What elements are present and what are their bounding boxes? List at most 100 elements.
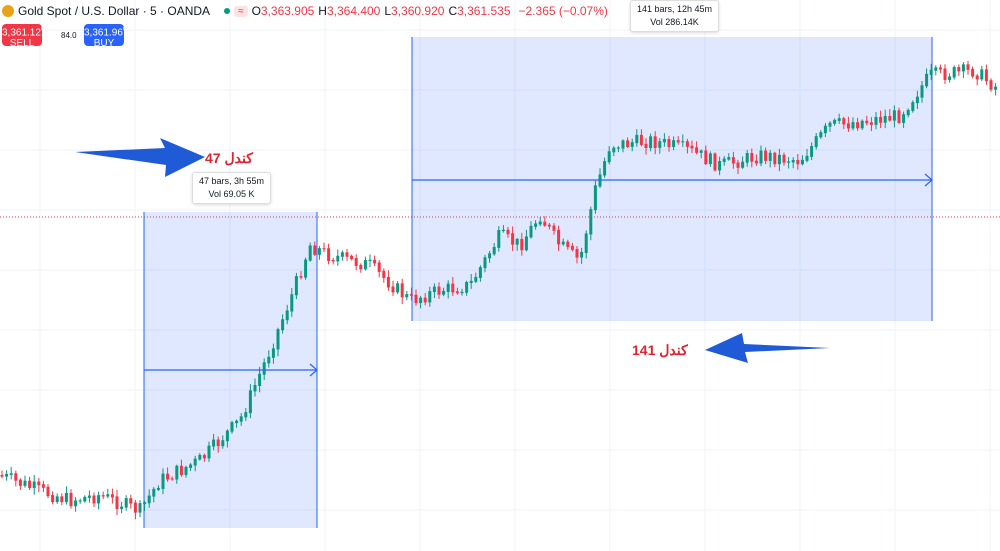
candle-body [681, 141, 685, 143]
candle-body [764, 150, 768, 161]
candle-body [612, 147, 616, 153]
candle-body [193, 458, 197, 466]
annotation-arrow [705, 333, 830, 363]
candle-body [902, 114, 906, 123]
candle-body [262, 362, 266, 375]
candle-body [570, 245, 574, 250]
candle-body [101, 495, 105, 497]
candle-body [966, 64, 970, 70]
candle-body [741, 161, 745, 168]
candle-body [593, 185, 597, 211]
sell-price: 3,361.12 [2, 27, 41, 39]
candle-body [405, 294, 409, 298]
candle-body [745, 153, 749, 163]
candle-body [41, 484, 45, 488]
candle-body [929, 69, 933, 75]
candle-body [170, 478, 174, 480]
candle-body [865, 120, 869, 124]
candle-body [414, 294, 418, 304]
candle-body [322, 248, 326, 250]
candle-body [166, 473, 170, 480]
buy-button[interactable]: 3,361.960 BUY [84, 24, 127, 49]
candle-body [442, 290, 446, 295]
candle-body [869, 122, 873, 125]
candle-body [78, 500, 82, 502]
candle-body [400, 283, 404, 298]
candle-body [897, 110, 901, 123]
candle-body [672, 140, 676, 148]
candle-body [534, 223, 538, 227]
candle-body [860, 120, 864, 129]
candle-body [340, 252, 344, 257]
buy-price-sup: 0 [122, 26, 127, 33]
candle-body [382, 270, 386, 278]
candle-body [336, 255, 340, 262]
measure-bars: 141 bars, 12h 45m [637, 4, 713, 14]
buy-price: 3,361.96 [84, 27, 123, 39]
candle-body [708, 153, 712, 165]
candle-body [460, 291, 464, 294]
candle-body [607, 151, 611, 163]
candle-body [350, 255, 354, 260]
candle-body [842, 118, 846, 125]
measure-box [412, 37, 932, 321]
candle-body [915, 96, 919, 104]
candle-body [777, 154, 781, 165]
candle-body [37, 481, 41, 486]
candle-body [386, 276, 390, 288]
candle-body [138, 503, 142, 513]
candle-body [60, 496, 64, 503]
candle-body [971, 68, 975, 77]
candle-body [699, 150, 703, 153]
measure-arrow [412, 173, 933, 187]
candle-body [285, 310, 289, 321]
candle-body [115, 496, 119, 509]
candle-body [603, 161, 607, 176]
candle-body [419, 297, 423, 304]
symbol-name[interactable]: Gold Spot / U.S. Dollar · 5 · OANDA [18, 4, 211, 18]
candle-body [511, 233, 515, 245]
candle-body [856, 122, 860, 129]
candle-body [304, 259, 308, 278]
candle-body [32, 481, 36, 488]
candle-body [626, 140, 630, 147]
candle-body [961, 64, 965, 72]
sell-button[interactable]: 3,361.120 SELL [2, 24, 45, 49]
candle-body [189, 464, 193, 468]
candle-body [216, 439, 220, 447]
candle-body [690, 145, 694, 149]
candle-body [363, 259, 367, 270]
candle-body [925, 73, 929, 87]
status-badge[interactable]: ≈ [234, 5, 248, 17]
candle-body [630, 142, 634, 147]
candle-body [465, 281, 469, 293]
symbol-icon [2, 5, 14, 17]
candle-body [83, 496, 87, 502]
candle-body [239, 416, 243, 422]
candle-body [846, 123, 850, 129]
candle-body [851, 122, 855, 129]
candle-body [538, 221, 542, 225]
candle-body [621, 140, 625, 149]
candle-body [46, 486, 50, 497]
candle-body [589, 209, 593, 235]
candle-body [313, 245, 317, 255]
candle-body [543, 221, 547, 226]
ohlc-value: 3,360.920 [391, 4, 445, 18]
candle-body [938, 67, 942, 70]
candle-body [782, 154, 786, 163]
candle-body [368, 259, 372, 261]
status-dot [224, 8, 231, 14]
candle-body [662, 138, 666, 143]
candle-body [957, 67, 961, 72]
candle-body [230, 422, 234, 432]
candle-body [18, 479, 22, 486]
annotation-arrow [75, 138, 205, 177]
candle-body [722, 158, 726, 162]
candle-body [814, 136, 818, 148]
candle-body [892, 110, 896, 121]
candle-body [152, 488, 156, 497]
measure-volume: Vol 69.05 K [208, 189, 255, 199]
candle-body [202, 455, 206, 459]
